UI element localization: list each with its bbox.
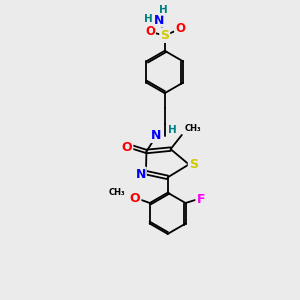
Text: O: O	[175, 22, 185, 35]
Text: H: H	[168, 125, 176, 135]
Text: CH₃: CH₃	[109, 188, 126, 196]
Text: O: O	[130, 192, 140, 205]
Text: N: N	[135, 168, 146, 181]
Text: H: H	[144, 14, 153, 24]
Text: O: O	[122, 141, 132, 154]
Text: N: N	[151, 129, 162, 142]
Text: H: H	[159, 5, 167, 15]
Text: O: O	[145, 26, 155, 38]
Text: F: F	[196, 193, 205, 206]
Text: S: S	[189, 158, 198, 171]
Text: N: N	[154, 14, 165, 27]
Text: S: S	[160, 29, 169, 42]
Text: CH₃: CH₃	[184, 124, 201, 133]
